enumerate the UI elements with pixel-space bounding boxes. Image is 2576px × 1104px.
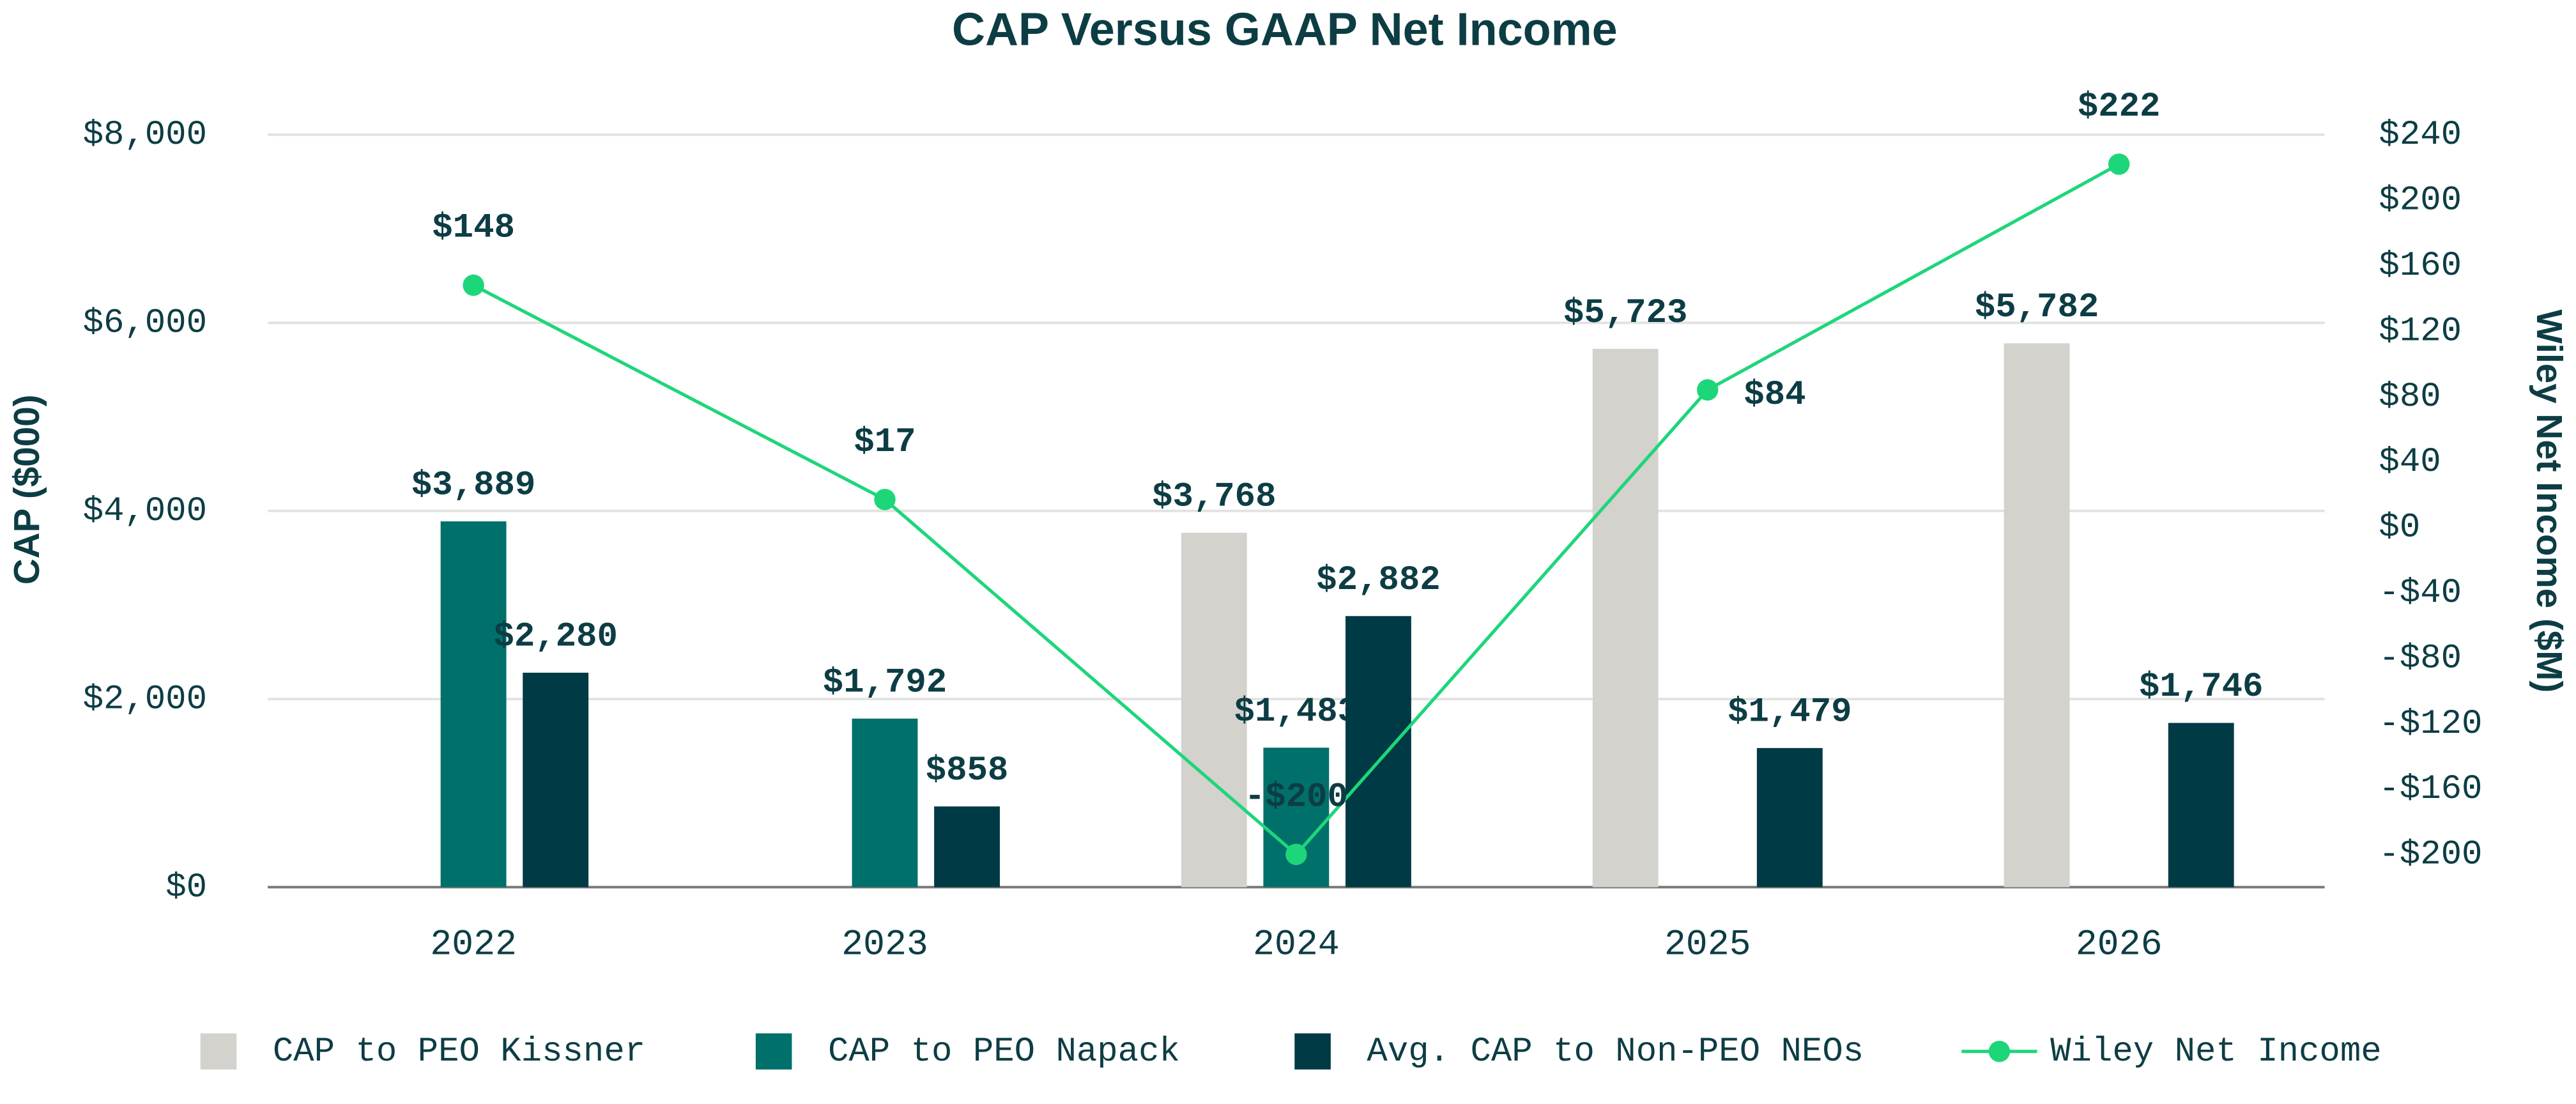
bar-value-label: $3,768 [1152, 478, 1276, 517]
bar-value-label: $2,882 [1316, 561, 1440, 600]
bar [2168, 723, 2234, 887]
y2-tick-label: $0 [2379, 509, 2420, 548]
y2-tick-label: -$160 [2379, 770, 2482, 809]
bar [934, 806, 1000, 887]
y-tick-label: $8,000 [83, 116, 207, 155]
line-value-label: $148 [432, 209, 515, 248]
bar [523, 672, 589, 887]
line-value-label: $84 [1744, 376, 1805, 415]
bar-value-label: $2,280 [493, 618, 617, 657]
legend-swatch [200, 1033, 237, 1070]
y2-tick-label: -$80 [2379, 639, 2462, 678]
bar [1346, 616, 1411, 887]
legend-swatch [1988, 1041, 2011, 1062]
line-marker [1285, 843, 1307, 866]
legend-label: Wiley Net Income [2050, 1032, 2381, 1071]
y-tick-label: $4,000 [83, 492, 207, 531]
bar [1592, 349, 1659, 887]
y2-tick-label: $120 [2379, 312, 2462, 351]
y2-tick-label: $200 [2379, 181, 2462, 220]
y2-tick-label: -$200 [2379, 836, 2482, 875]
bar [1181, 532, 1247, 887]
bar-value-label: $858 [926, 751, 1009, 790]
bar-value-label: $3,889 [411, 466, 535, 505]
line-marker [874, 489, 896, 510]
legend-swatch [755, 1033, 792, 1070]
legend-swatch [1294, 1033, 1331, 1070]
y2-tick-label: $240 [2379, 116, 2462, 155]
line-value-label: $17 [854, 423, 916, 462]
bar-value-label: $5,723 [1563, 294, 1687, 333]
chart-title: CAP Versus GAAP Net Income [952, 4, 1618, 55]
bar [2004, 343, 2070, 887]
x-tick-label: 2024 [1253, 924, 1340, 965]
line-marker [463, 274, 484, 296]
y2-axis-label: Wiley Net Income ($M) [2529, 309, 2570, 693]
bar-value-label: $1,483 [1234, 693, 1358, 732]
y2-tick-label: -$40 [2379, 574, 2462, 613]
y-tick-label: $2,000 [83, 680, 207, 719]
y-axis-label: CAP ($000) [6, 394, 47, 585]
bar-value-label: $1,479 [1728, 693, 1851, 732]
bar [1263, 747, 1330, 887]
x-tick-label: 2025 [1664, 924, 1751, 965]
x-tick-label: 2026 [2076, 924, 2163, 965]
y2-tick-label: $80 [2379, 378, 2441, 417]
legend-label: Avg. CAP to Non-PEO NEOs [1367, 1032, 1864, 1071]
line-value-label: $222 [2078, 88, 2161, 126]
x-tick-label: 2022 [430, 924, 517, 965]
y2-tick-label: $160 [2379, 247, 2462, 286]
bar-value-label: $5,782 [1975, 288, 2099, 327]
line-marker [2108, 153, 2130, 175]
line-value-label: -$200 [1245, 778, 1348, 817]
y-tick-label: $6,000 [83, 304, 207, 343]
x-tick-label: 2023 [841, 924, 928, 965]
bar [1756, 747, 1823, 887]
bar-value-label: $1,746 [2139, 668, 2263, 707]
legend-label: CAP to PEO Napack [828, 1032, 1180, 1071]
bar-value-label: $1,792 [823, 663, 947, 702]
y2-tick-label: -$120 [2379, 705, 2482, 744]
bar [852, 718, 918, 887]
legend-label: CAP to PEO Kissner [273, 1032, 645, 1071]
y-tick-label: $0 [165, 868, 207, 907]
line-marker [1697, 379, 1719, 401]
bar [440, 521, 507, 887]
y2-tick-label: $40 [2379, 443, 2441, 482]
